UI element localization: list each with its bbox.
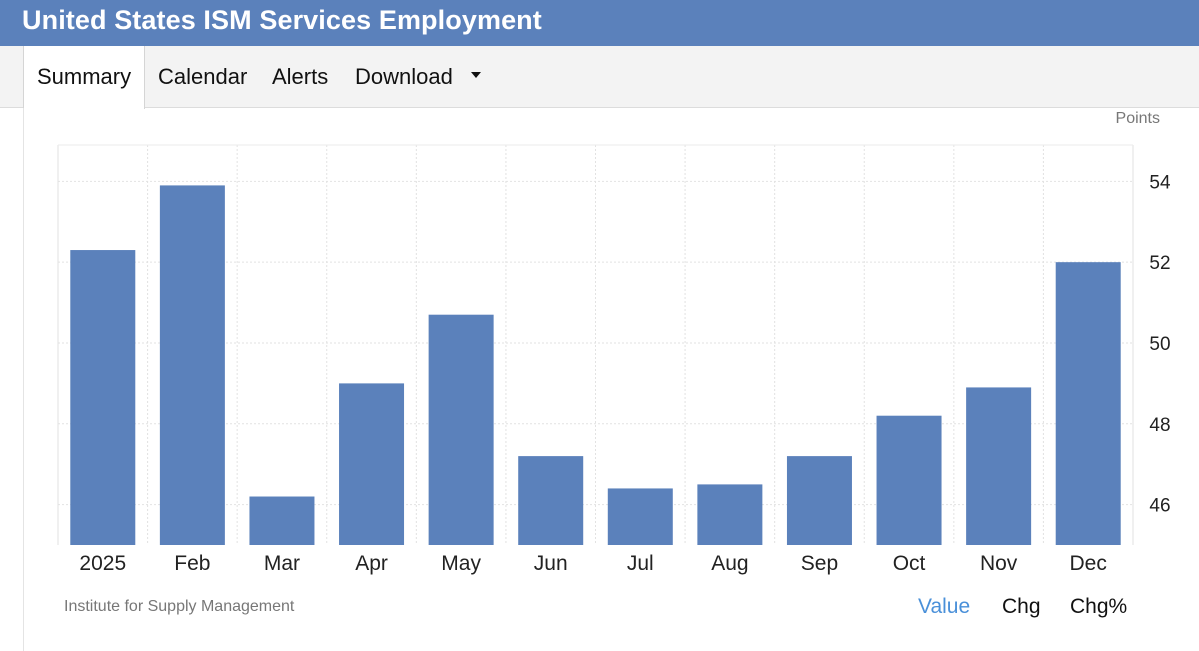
y-tick-label: 48 (1149, 415, 1170, 436)
bar (518, 456, 584, 545)
panel-border (23, 108, 24, 651)
y-tick-label: 52 (1149, 253, 1170, 274)
x-tick-label: Dec (1070, 552, 1107, 575)
tab-summary-label: Summary (37, 64, 132, 89)
tab-bar: Summary Calendar Alerts Download (0, 46, 1199, 109)
bar-chart: 2025 Feb Mar Apr May Jun Jul Aug Sep Oct Nov Dec 46 4… (57, 110, 1171, 575)
bar (876, 415, 942, 545)
bar (428, 314, 494, 545)
y-tick-label: 54 (1149, 172, 1171, 193)
y-tick-label: 46 (1149, 496, 1170, 517)
tab-download[interactable]: Download (355, 46, 481, 108)
tab-calendar-label: Calendar (158, 64, 248, 89)
tab-alerts-label: Alerts (272, 64, 329, 89)
view-value-link[interactable]: Value (918, 595, 971, 618)
caret-down-icon (470, 72, 481, 79)
x-tick-label: Aug (711, 552, 748, 575)
unit-label: Points (1116, 110, 1160, 127)
x-tick-label: 2025 (79, 552, 126, 575)
tab-download-label: Download (355, 64, 453, 89)
page-title: United States ISM Services Employment (22, 5, 542, 35)
bar (697, 484, 763, 545)
x-tick-label: Apr (355, 552, 388, 575)
x-tick-label: Oct (893, 552, 926, 575)
bar (607, 488, 673, 545)
bar (1055, 262, 1121, 545)
x-tick-label: Jul (627, 552, 654, 575)
y-tick-label: 50 (1149, 334, 1170, 355)
x-tick-label: Jun (534, 552, 568, 575)
x-tick-label: May (441, 552, 481, 575)
tab-summary[interactable]: Summary (23, 46, 145, 109)
bar (70, 250, 136, 545)
tab-alerts[interactable]: Alerts (272, 46, 328, 108)
x-tick-label: Mar (264, 552, 300, 575)
title-bar: United States ISM Services Employment (0, 0, 1199, 46)
bar (249, 496, 315, 545)
view-chg-link[interactable]: Chg (1002, 595, 1041, 618)
x-tick-label: Feb (174, 552, 210, 575)
tab-calendar[interactable]: Calendar (158, 46, 247, 108)
bar (339, 383, 405, 545)
x-tick-label: Sep (801, 552, 838, 575)
view-chgpct-link[interactable]: Chg% (1070, 595, 1128, 618)
x-tick-label: Nov (980, 552, 1018, 575)
bar (159, 185, 225, 545)
chart-source: Institute for Supply Management (64, 598, 295, 615)
bar (966, 387, 1032, 545)
bar (786, 456, 852, 545)
